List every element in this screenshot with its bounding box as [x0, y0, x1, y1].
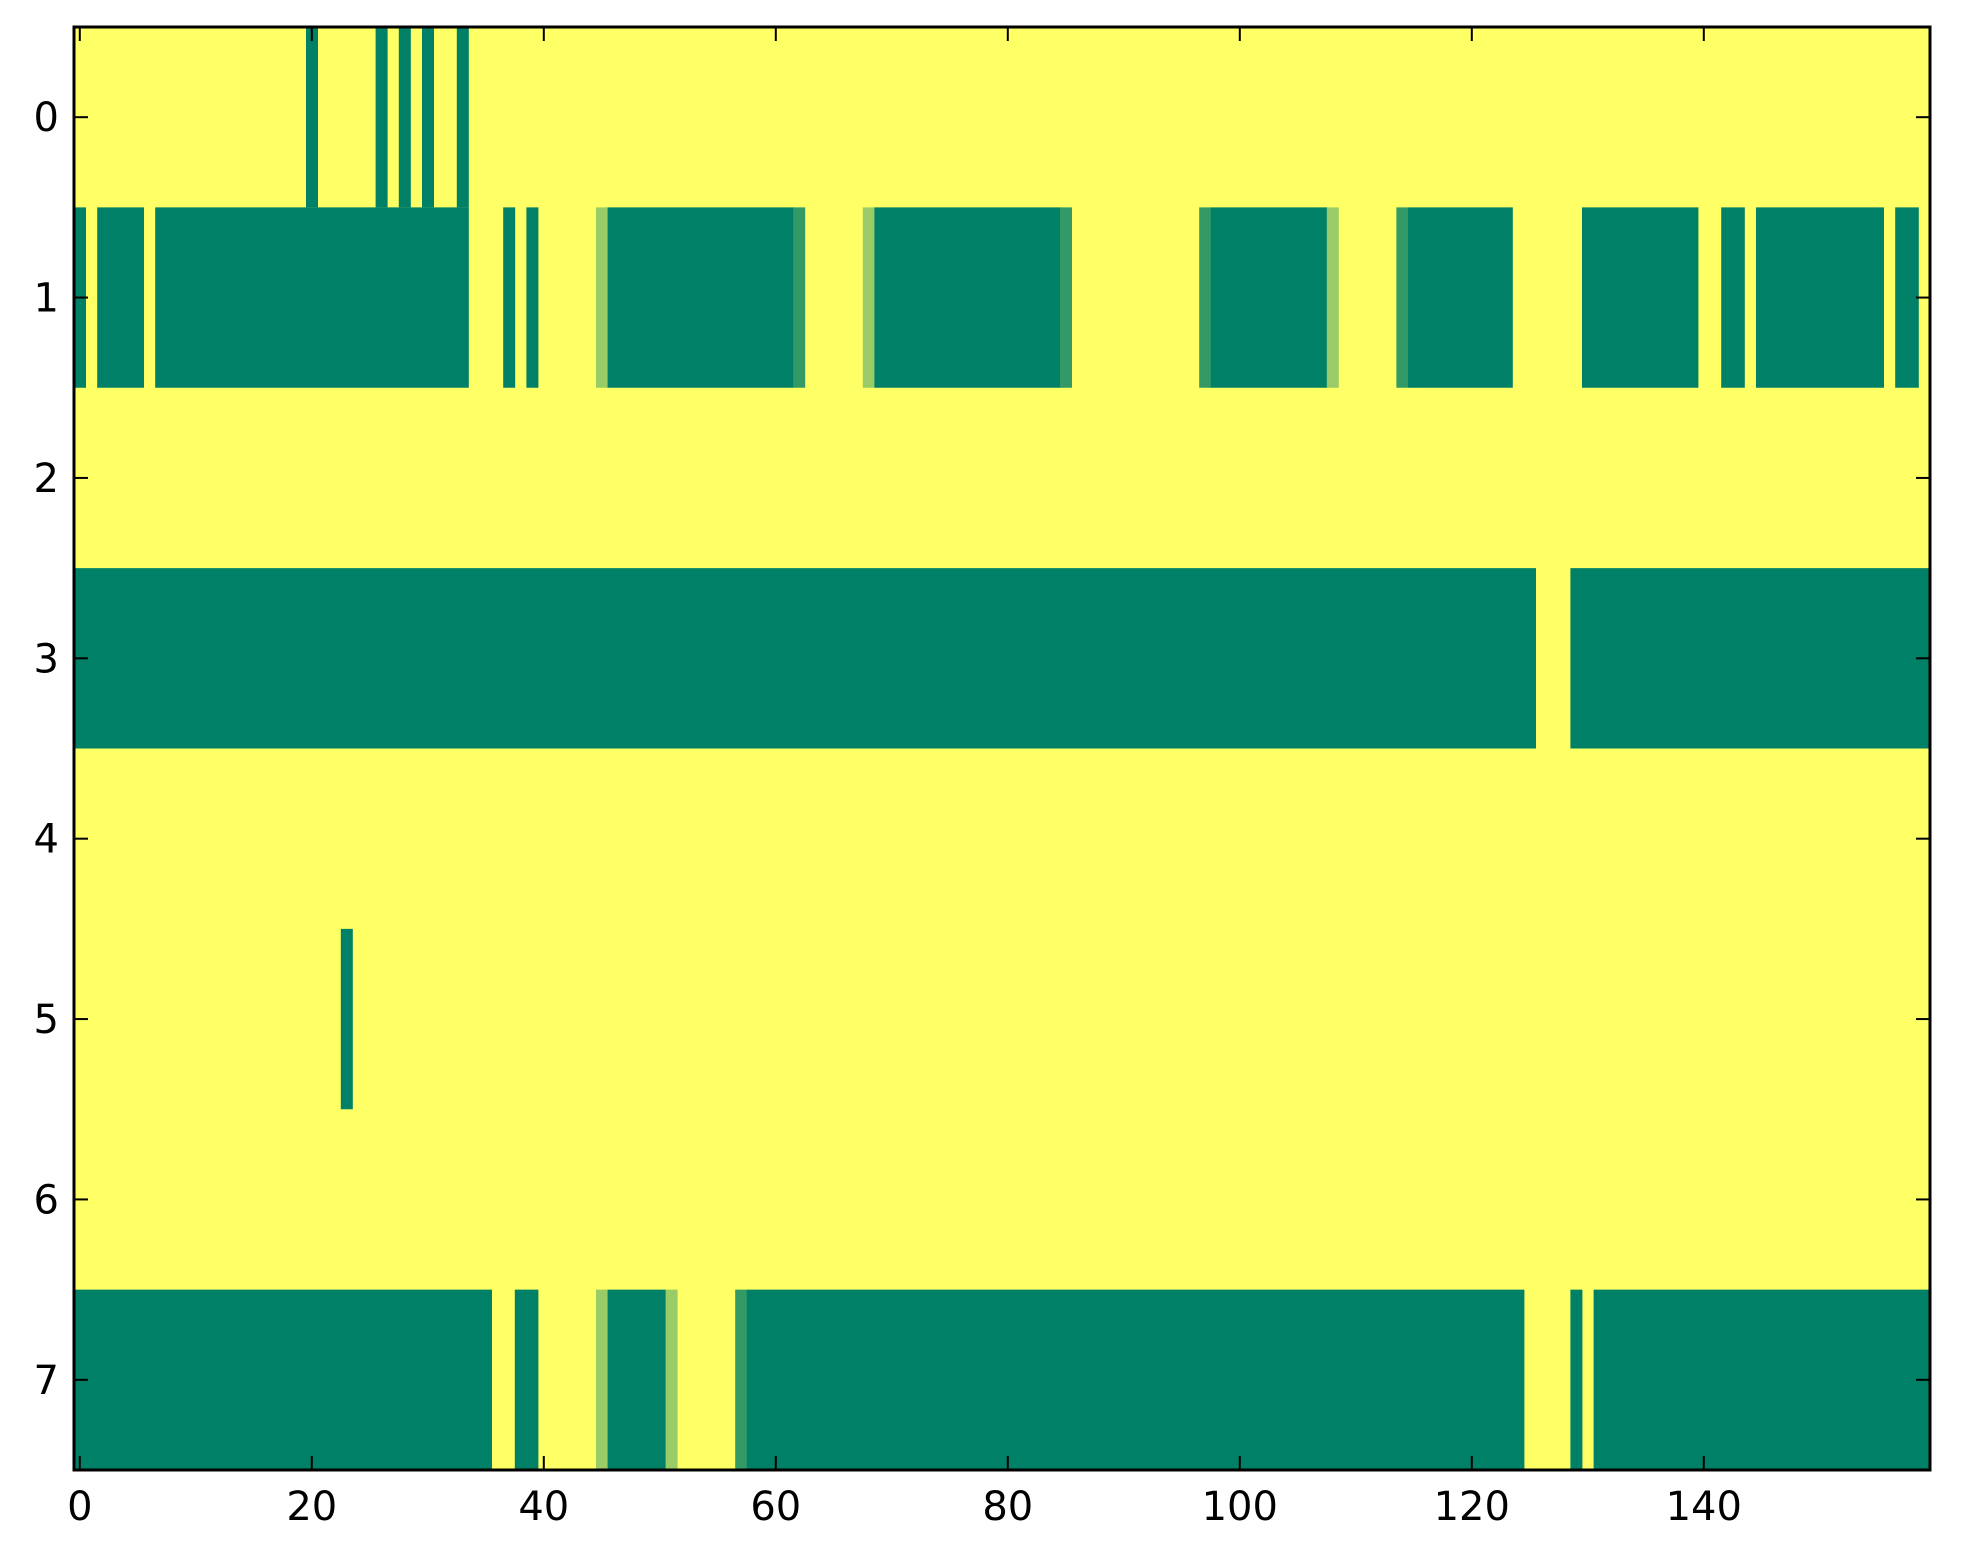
heatmap-segment	[665, 1289, 678, 1471]
heatmap-segment	[375, 27, 388, 208]
heatmap-segment	[155, 207, 469, 388]
x-tick-label: 120	[1434, 1484, 1510, 1530]
heatmap-cells	[74, 27, 1931, 1471]
x-tick-label: 60	[750, 1484, 801, 1530]
y-tick-label: 4	[34, 817, 59, 863]
heatmap-segment	[793, 207, 806, 388]
y-tick-label: 0	[34, 95, 59, 141]
x-tick-label: 40	[518, 1484, 569, 1530]
heatmap-segment	[1199, 207, 1212, 388]
heatmap-segment	[456, 27, 469, 208]
y-tick-label: 1	[34, 276, 59, 322]
heatmap-segment	[1582, 207, 1699, 388]
heatmap-segment	[1570, 1289, 1583, 1471]
heatmap-segment	[596, 1289, 608, 1471]
y-tick-label: 2	[34, 456, 59, 502]
heatmap-segment	[735, 1289, 748, 1471]
heatmap-segment	[1756, 207, 1884, 388]
heatmap-segment	[74, 568, 1536, 749]
heatmap-segment	[74, 1289, 492, 1471]
heatmap-segment	[1210, 207, 1328, 388]
heatmap-segment	[97, 207, 144, 388]
x-tick-label: 80	[982, 1484, 1033, 1530]
heatmap-segment	[607, 207, 794, 388]
heatmap-segment	[503, 207, 516, 388]
heatmap-segment	[874, 207, 1061, 388]
heatmap-segment	[340, 928, 353, 1110]
x-tick-label: 140	[1666, 1484, 1742, 1530]
y-tick-label: 7	[34, 1358, 59, 1404]
x-axis: 0 20 40 60 80 100 120 140	[67, 27, 1742, 1530]
heatmap-segment	[746, 1289, 1525, 1471]
plot-frame	[72, 25, 1932, 1472]
heatmap-segment	[1895, 207, 1919, 388]
heatmap-segment	[1408, 207, 1513, 388]
x-tick-label: 20	[286, 1484, 337, 1530]
heatmap-segment	[514, 1289, 539, 1471]
heatmap-segment	[422, 27, 434, 208]
heatmap-segment	[596, 207, 608, 388]
y-tick-label: 6	[34, 1177, 59, 1223]
heatmap-segment	[1570, 568, 1931, 749]
heatmap-segment	[1721, 207, 1745, 388]
heatmap-segment	[306, 27, 318, 208]
heatmap-segment	[1396, 207, 1409, 388]
heatmap-segment	[1326, 207, 1339, 388]
y-tick-label: 5	[34, 997, 59, 1043]
heatmap-segment	[607, 1289, 666, 1471]
x-tick-label: 0	[67, 1484, 92, 1530]
x-tick-label: 100	[1202, 1484, 1278, 1530]
heatmap-segment	[398, 27, 411, 208]
heatmap-segment	[862, 207, 875, 388]
y-tick-label: 3	[34, 636, 59, 682]
heatmap-segment	[526, 207, 539, 388]
y-axis: 0 1 2 3 4 5 6 7	[34, 95, 1930, 1404]
heatmap-segment	[1060, 207, 1072, 388]
plot-area	[72, 25, 1932, 1472]
heatmap-segment	[1593, 1289, 1931, 1471]
